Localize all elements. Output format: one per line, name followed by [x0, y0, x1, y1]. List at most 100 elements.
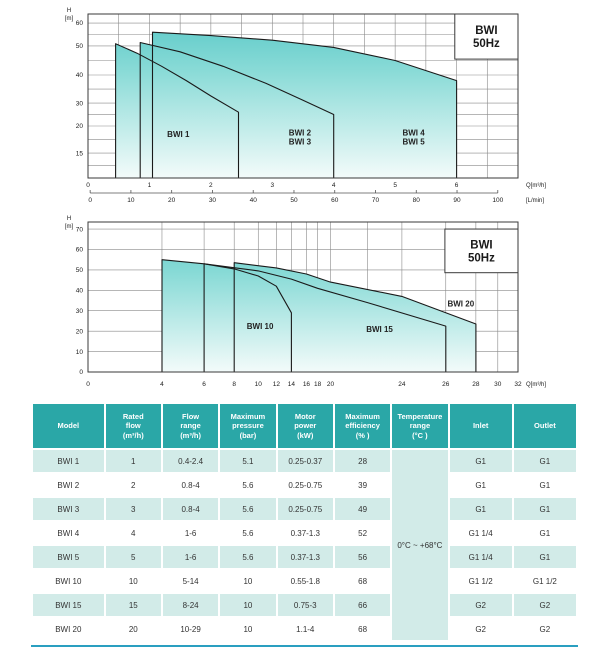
x-tick-label: 10: [255, 381, 263, 388]
chart-title: BWI: [470, 239, 492, 251]
table-row-bwi-15: BWI 15 15 8-24 10 0.75-3 66 G2 G2: [33, 594, 576, 616]
x-tick-label: 0: [86, 381, 90, 388]
lmin-tick-label: 80: [413, 197, 421, 204]
table-row-bwi-3: BWI 3 3 0.8-4 5.6 0.25-0.75 49 G1 G1: [33, 498, 576, 520]
x-tick-label: 20: [327, 381, 335, 388]
x-tick-label: 3: [270, 182, 274, 189]
y-tick-label: 60: [76, 247, 84, 254]
y-axis-title: [m]: [65, 16, 74, 22]
table-cell-max_efficiency: 49: [334, 498, 391, 520]
lmin-tick-label: 20: [168, 197, 176, 204]
table-cell-inlet: G2: [475, 624, 486, 634]
y-tick-label: 10: [76, 349, 84, 356]
table-cell-inlet: G1 1/2: [468, 576, 493, 586]
table-cell-max_efficiency: 68: [358, 576, 368, 586]
column-header: Maximum pressure (bar): [220, 404, 276, 448]
lmin-tick-label: 70: [372, 197, 380, 204]
x-tick-label: 30: [494, 381, 502, 388]
pump-region-fill-BWI-10: [162, 259, 292, 372]
table-cell-outlet: G2: [513, 594, 576, 616]
table-row-bwi-10: BWI 10 10 5-14 10 0.55-1.8 68 G1 1/2 G1 1/2: [33, 570, 576, 592]
y-tick-label: 30: [76, 100, 84, 107]
y-axis-title: [m]: [65, 224, 74, 230]
table-cell-flow_range: 8-24: [162, 594, 219, 616]
table-cell-max_pressure: 10: [243, 576, 253, 586]
column-header: Maximum efficiency (% ): [334, 404, 391, 448]
x-tick-label: 32: [514, 381, 522, 388]
column-header: Rated flow (m³/h): [105, 404, 161, 448]
y-tick-label: 15: [76, 150, 84, 157]
table-cell-max_efficiency: 52: [358, 528, 368, 538]
table-cell-rated_flow: 2: [131, 480, 136, 490]
plot-border: [87, 13, 519, 179]
table-cell-max_pressure: 5.6: [220, 546, 276, 568]
lmin-unit-label: [L/min]: [526, 198, 544, 204]
x-tick-label: 14: [288, 381, 296, 388]
lmin-tick-label: 50: [290, 197, 298, 204]
region-label: BWI 3: [289, 137, 312, 146]
region-label: BWI 2: [289, 128, 312, 137]
y-axis-title: H: [67, 216, 71, 222]
pump-curve-BWI-10: [161, 259, 292, 372]
table-cell-flow_range: 1-6: [184, 528, 197, 538]
y-tick-label: 20: [76, 328, 84, 335]
table-cell-motor_power: 0.75-3: [277, 594, 333, 616]
table-cell-max_efficiency: 28: [334, 450, 391, 472]
table-row-bwi-4: BWI 4 4 1-6 5.6 0.37-1.3 52 G1 1/4 G1: [33, 522, 576, 544]
table-cell-rated_flow: 5: [105, 546, 161, 568]
region-label: BWI 15: [366, 325, 393, 334]
table-row-bwi-2: BWI 2 2 0.8-4 5.6 0.25-0.75 39 G1 G1: [33, 474, 576, 496]
pump-curve-BWI-20: [233, 262, 477, 372]
table-cell-motor_power: 0.25-0.75: [288, 480, 323, 490]
table-cell-max_pressure: 5.6: [220, 498, 276, 520]
table-bottom-accent-line: [31, 645, 578, 647]
region-label: BWI 10: [247, 322, 274, 331]
y-tick-label: 50: [76, 43, 84, 50]
y-tick-label: 60: [76, 20, 84, 27]
table-cell-rated_flow: 1: [105, 450, 161, 472]
lmin-tick-label: 30: [209, 197, 217, 204]
pump-curve-BWI-2-3: [139, 41, 335, 178]
x-tick-label: 8: [232, 381, 236, 388]
column-header: Inlet: [449, 404, 512, 448]
y-tick-label: 20: [76, 123, 84, 130]
table-cell-model: BWI 4: [57, 528, 80, 538]
table-cell-max_pressure: 10: [220, 594, 276, 616]
table-cell-max_pressure: 5.6: [242, 528, 254, 538]
x-tick-label: 18: [314, 381, 322, 388]
table-cell-outlet: G1 1/2: [532, 576, 557, 586]
table-cell-outlet: G1: [539, 480, 551, 490]
table-cell-inlet: G1: [449, 450, 512, 472]
table-cell-inlet: G1 1/4: [449, 546, 512, 568]
table-row-bwi-1: BWI 1 1 0.4-2.4 5.1 0.25-0.37 28 0°C ~ +68°C G1…: [33, 450, 576, 640]
table-cell-motor_power: 0.55-1.8: [290, 576, 320, 586]
table-cell-model: BWI 5: [33, 546, 104, 568]
spec-table-head: Model Rated flow (m³/h) Flow range (m³/h) Maxim…: [33, 404, 576, 448]
table-cell-flow_range: 5-14: [182, 576, 199, 586]
lmin-tick-label: 60: [331, 197, 339, 204]
table-cell-model: BWI 3: [33, 498, 104, 520]
table-cell-rated_flow: 3: [105, 498, 161, 520]
table-cell-motor_power: 0.37-1.3: [277, 546, 333, 568]
title-box: [444, 228, 519, 274]
region-label: BWI 1: [167, 130, 190, 139]
table-row-bwi-20: BWI 20 20 10-29 10 1.1-4 68 G2 G2: [33, 618, 576, 640]
table-cell-inlet: G1 1/4: [468, 528, 493, 538]
chart-bwi-1-to-5: 0 1 2 3 4 5 6 Q[m³/h] 60 50 40 30 20 15 H [m] 0 10 20 30 40 5…: [65, 8, 547, 204]
table-cell-outlet: G1: [513, 450, 576, 472]
table-cell-rated_flow: 10: [128, 576, 138, 586]
table-cell-max_efficiency: 68: [358, 624, 368, 634]
pump-curve-BWI-4-5: [151, 31, 458, 178]
table-cell-rated_flow: 20: [128, 624, 138, 634]
x-tick-label: 6: [455, 182, 459, 189]
chart-title: 50Hz: [468, 252, 495, 264]
lmin-tick-label: 90: [453, 197, 461, 204]
plot-border: [87, 221, 519, 373]
table-cell-rated_flow: 4: [131, 528, 136, 538]
table-cell-flow_range: 1-6: [162, 546, 219, 568]
lmin-tick-label: 40: [250, 197, 258, 204]
column-header: Model: [33, 404, 104, 448]
header-row: Model Rated flow (m³/h) Flow range (m³/h) Maxim…: [33, 404, 576, 448]
table-cell-outlet: G1: [539, 528, 551, 538]
table-cell-max_efficiency: 56: [334, 546, 391, 568]
